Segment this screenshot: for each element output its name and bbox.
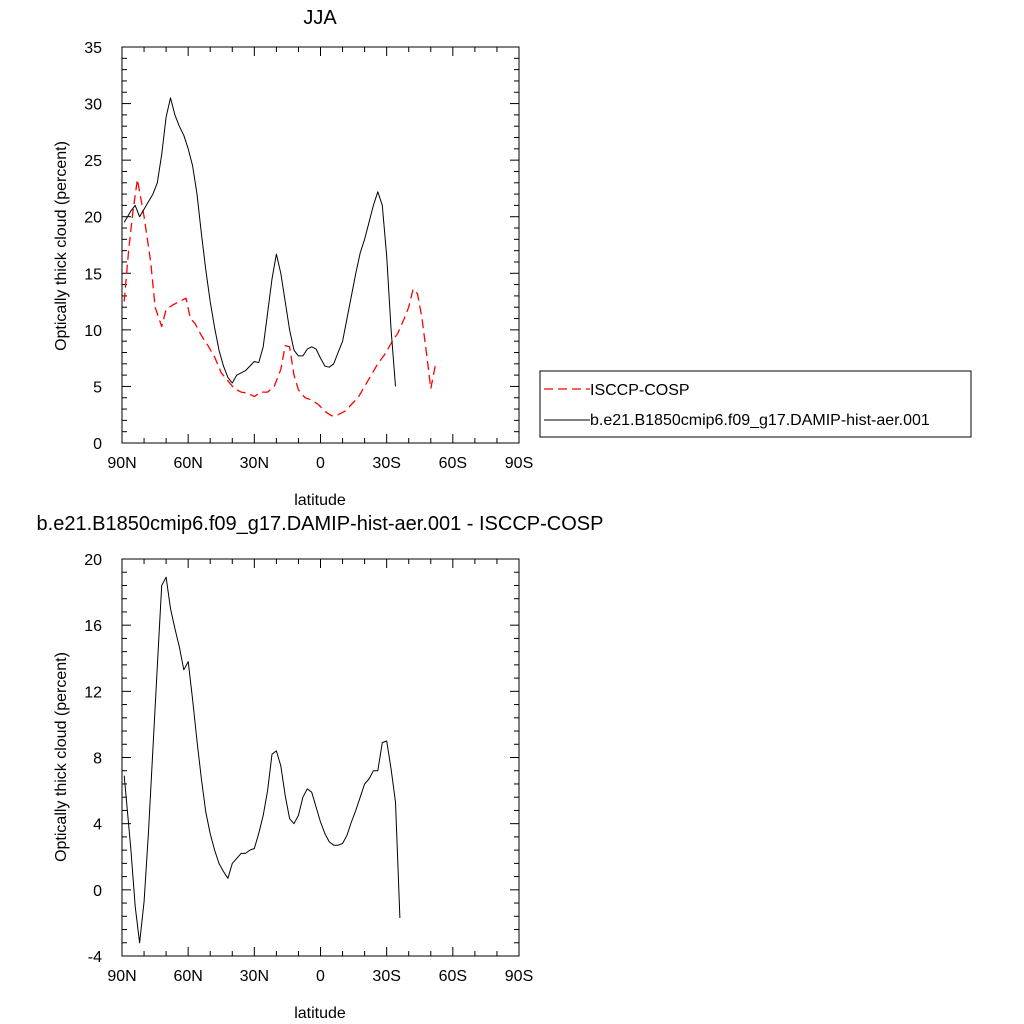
bottom-series-lines — [123, 576, 401, 944]
legend-label-model: b.e21.B1850cmip6.f09_g17.DAMIP-hist-aer.… — [590, 412, 930, 429]
top-panel: JJA Optically thick cloud (percent) lati… — [53, 7, 533, 509]
top-ylabel: Optically thick cloud (percent) — [53, 141, 70, 351]
top-xlabel: latitude — [294, 492, 346, 509]
legend: ISCCP-COSP b.e21.B1850cmip6.f09_g17.DAMI… — [539, 370, 972, 438]
bottom-ytick-label: 20 — [84, 552, 102, 569]
bottom-ytick-label: 8 — [93, 751, 102, 768]
top-xtick-label: 90N — [107, 455, 136, 472]
bottom-panel: b.e21.B1850cmip6.f09_g17.DAMIP-hist-aer.… — [37, 513, 604, 1022]
top-xtick-label: 60S — [439, 455, 467, 472]
top-ytick-label: 35 — [84, 40, 102, 57]
top-ytick-label: 15 — [84, 266, 102, 283]
bottom-ylabel: Optically thick cloud (percent) — [53, 652, 70, 862]
top-ytick-label: 0 — [93, 436, 102, 453]
legend-box — [539, 370, 972, 438]
top-series-line-0 — [123, 178, 436, 417]
top-series-line-1 — [123, 97, 396, 387]
bottom-xlabel: latitude — [294, 1005, 346, 1022]
bottom-ytick-label: 16 — [84, 618, 102, 635]
bottom-ytick-label: 4 — [93, 817, 102, 834]
bottom-ytick-label: 0 — [93, 883, 102, 900]
top-xtick-label: 30N — [240, 455, 269, 472]
top-ytick-label: 30 — [84, 97, 102, 114]
top-plot-frame — [121, 46, 520, 444]
bottom-ytick-label: 12 — [84, 684, 102, 701]
bottom-series-line-0 — [123, 576, 401, 944]
top-axis-ticks: 90N 60N 30N 0 30S 60S 90S 0 5 10 15 20 25 30 35 — [84, 40, 533, 472]
legend-label-isccp: ISCCP-COSP — [590, 382, 690, 399]
top-series-lines — [123, 97, 436, 417]
bottom-plot-frame — [121, 558, 520, 957]
bottom-ytick-label: -4 — [88, 949, 102, 966]
bottom-xtick-label: 90S — [505, 968, 533, 985]
top-ytick-label: 20 — [84, 210, 102, 227]
top-xtick-label: 30S — [372, 455, 400, 472]
top-xtick-label: 0 — [316, 455, 325, 472]
bottom-xtick-label: 0 — [316, 968, 325, 985]
bottom-xtick-label: 90N — [107, 968, 136, 985]
top-xtick-label: 60N — [173, 455, 202, 472]
top-ytick-label: 25 — [84, 153, 102, 170]
bottom-xtick-label: 60S — [439, 968, 467, 985]
top-title: JJA — [303, 7, 337, 29]
bottom-xtick-label: 30S — [372, 968, 400, 985]
bottom-title: b.e21.B1850cmip6.f09_g17.DAMIP-hist-aer.… — [37, 513, 604, 535]
top-xtick-label: 90S — [505, 455, 533, 472]
top-ytick-label: 5 — [93, 379, 102, 396]
bottom-xtick-label: 60N — [173, 968, 202, 985]
bottom-xtick-label: 30N — [240, 968, 269, 985]
bottom-axis-ticks: 90N 60N 30N 0 30S 60S 90S -4 0 4 8 12 16 20 — [84, 552, 533, 985]
top-ytick-label: 10 — [84, 323, 102, 340]
